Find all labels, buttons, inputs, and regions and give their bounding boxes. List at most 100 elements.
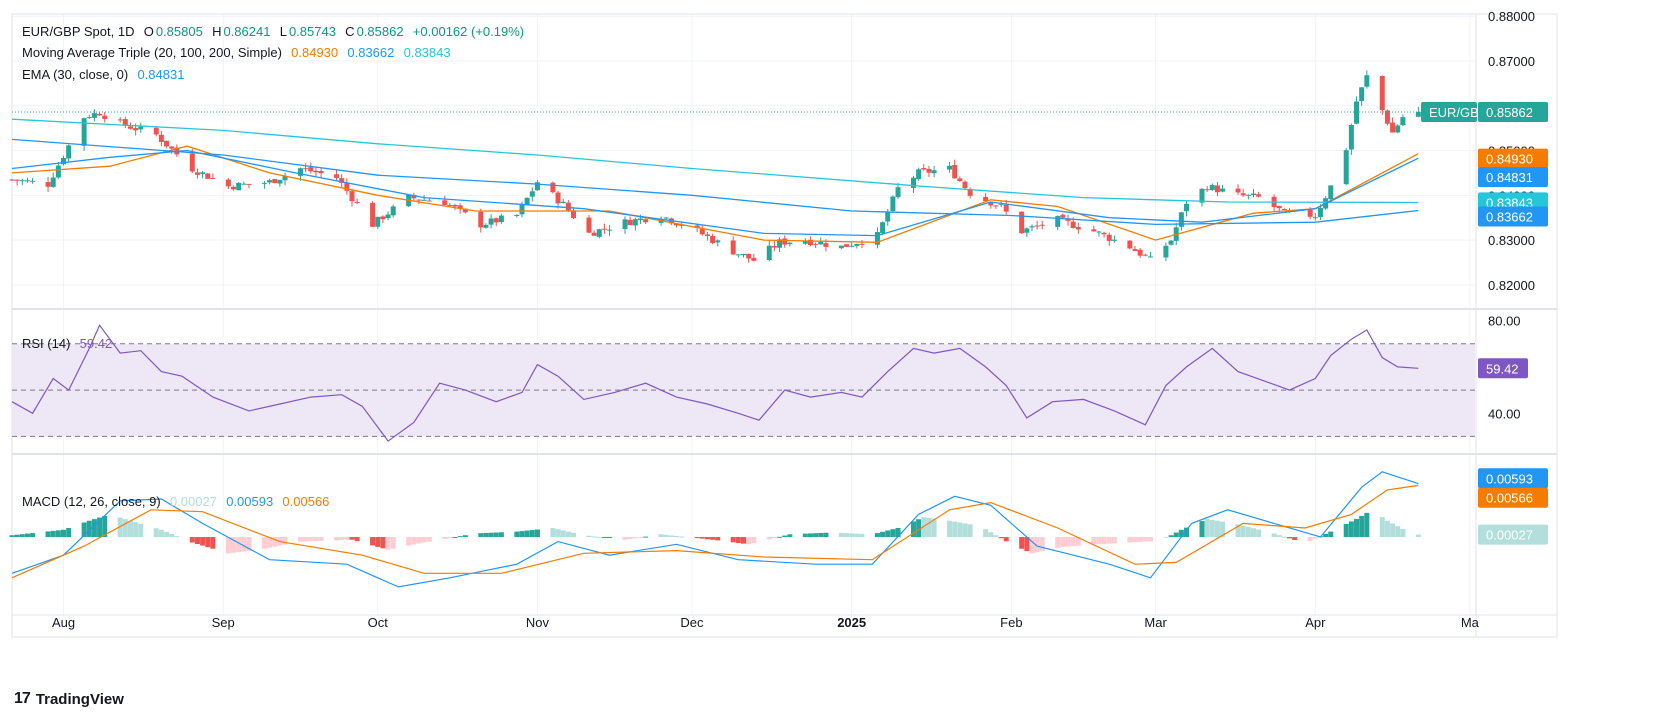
candle-up[interactable] (895, 187, 901, 198)
candle-up[interactable] (1415, 111, 1421, 117)
candle-down[interactable] (782, 238, 788, 245)
candle-up[interactable] (447, 204, 453, 206)
ema-30-line[interactable] (11, 149, 1419, 237)
candle-up[interactable] (910, 177, 916, 188)
candle-up[interactable] (55, 165, 61, 178)
candle-down[interactable] (303, 168, 309, 170)
candle-up[interactable] (880, 222, 886, 234)
candle-down[interactable] (1127, 240, 1133, 249)
candle-up[interactable] (1328, 185, 1334, 200)
candle-up[interactable] (854, 243, 860, 246)
candle-down[interactable] (158, 134, 164, 142)
ma-20-line[interactable] (11, 145, 1419, 243)
candle-up[interactable] (1199, 188, 1205, 203)
candle-down[interactable] (771, 246, 777, 248)
candle-up[interactable] (1147, 256, 1153, 258)
candle-up[interactable] (50, 177, 56, 187)
candle-up[interactable] (838, 245, 844, 249)
candle-down[interactable] (344, 183, 350, 191)
candle-down[interactable] (1132, 249, 1138, 251)
candle-up[interactable] (1163, 245, 1169, 258)
candle-up[interactable] (24, 180, 30, 182)
candle-up[interactable] (1178, 212, 1184, 227)
macd-pane[interactable] (9, 471, 1421, 588)
candle-up[interactable] (818, 241, 824, 245)
candle-down[interactable] (117, 119, 123, 121)
candle-down[interactable] (339, 178, 345, 183)
candle-up[interactable] (1055, 216, 1061, 227)
candle-down[interactable] (1384, 110, 1390, 124)
candle-up[interactable] (632, 219, 638, 226)
candle-down[interactable] (457, 205, 463, 209)
candle-down[interactable] (380, 216, 386, 220)
candle-up[interactable] (241, 183, 247, 185)
candle-down[interactable] (844, 244, 850, 247)
candle-down[interactable] (370, 202, 376, 227)
candle-up[interactable] (385, 214, 391, 219)
price-axis[interactable]: 0.820000.830000.840000.850000.860000.870… (1488, 9, 1535, 499)
candle-up[interactable] (802, 241, 808, 244)
candle-up[interactable] (741, 253, 746, 255)
candle-up[interactable] (1395, 125, 1401, 133)
candle-down[interactable] (169, 146, 175, 149)
candle-up[interactable] (514, 215, 520, 217)
candle-down[interactable] (807, 239, 813, 246)
candle-down[interactable] (823, 243, 829, 247)
candle-down[interactable] (194, 172, 200, 175)
candle-down[interactable] (1390, 122, 1396, 133)
candle-down[interactable] (153, 127, 159, 135)
candle-up[interactable] (91, 113, 97, 118)
candle-down[interactable] (555, 192, 561, 204)
candle-up[interactable] (282, 175, 288, 181)
macd-legend[interactable]: MACD (12, 26, close, 9) 0.00027 0.00593 … (22, 494, 331, 509)
candle-down[interactable] (45, 182, 51, 187)
candle-down[interactable] (1235, 188, 1241, 193)
candle-down[interactable] (921, 168, 927, 170)
candle-up[interactable] (1029, 226, 1035, 228)
candle-up[interactable] (30, 180, 36, 182)
candle-down[interactable] (442, 200, 448, 206)
candle-up[interactable] (663, 217, 669, 219)
candle-down[interactable] (1379, 75, 1385, 111)
candle-up[interactable] (998, 203, 1004, 205)
candle-down[interactable] (411, 195, 417, 199)
candle-up[interactable] (1317, 207, 1323, 218)
candle-down[interactable] (962, 181, 968, 189)
candle-up[interactable] (421, 199, 427, 201)
candle-down[interactable] (313, 170, 319, 173)
candle-up[interactable] (885, 212, 891, 222)
candle-down[interactable] (1142, 254, 1148, 256)
candle-down[interactable] (710, 235, 716, 243)
candle-down[interactable] (1101, 232, 1107, 235)
candle-up[interactable] (1348, 124, 1354, 150)
candle-down[interactable] (926, 168, 932, 173)
candle-down[interactable] (1019, 211, 1025, 234)
candle-down[interactable] (127, 126, 133, 129)
signal-line[interactable] (11, 484, 1419, 579)
candle-up[interactable] (1209, 184, 1215, 191)
candle-down[interactable] (674, 223, 680, 226)
candle-down[interactable] (210, 177, 216, 179)
candle-up[interactable] (916, 169, 922, 180)
candle-down[interactable] (354, 202, 360, 204)
candle-down[interactable] (699, 228, 705, 235)
candle-up[interactable] (1168, 240, 1174, 245)
candle-up[interactable] (267, 180, 273, 183)
candle-up[interactable] (622, 219, 628, 229)
candle-down[interactable] (1003, 204, 1009, 212)
candle-up[interactable] (236, 182, 242, 191)
candle-up[interactable] (1364, 75, 1370, 87)
candle-down[interactable] (1034, 225, 1040, 227)
candle-down[interactable] (859, 243, 865, 245)
candle-down[interactable] (9, 179, 15, 181)
candle-down[interactable] (189, 153, 195, 172)
candle-down[interactable] (565, 202, 571, 211)
ma-100-line[interactable] (11, 138, 1419, 226)
candle-up[interactable] (534, 182, 540, 191)
candle-up[interactable] (519, 204, 525, 215)
candle-up[interactable] (1184, 203, 1190, 212)
rsi-pane[interactable] (11, 324, 1475, 442)
candle-down[interactable] (164, 140, 170, 147)
candle-down[interactable] (478, 211, 484, 228)
